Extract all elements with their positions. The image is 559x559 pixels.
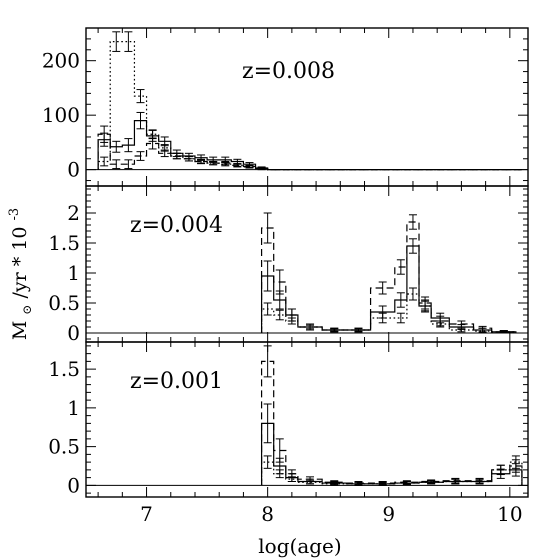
x-tick-label: 9 (382, 502, 395, 526)
series-solid (260, 403, 523, 486)
series-dashed (260, 345, 523, 486)
y-axis-label-exponent: -3 (7, 208, 22, 221)
y-tick-label: 1.5 (48, 231, 80, 255)
y-tick-label: 0.5 (48, 435, 80, 459)
y-tick-label: 1 (67, 261, 80, 285)
series-line (260, 293, 517, 333)
series-line (260, 245, 517, 333)
x-tick-label: 7 (140, 502, 153, 526)
y-tick-label: 200 (42, 49, 80, 73)
panels: 0 100 200 z=0.008 0 0.5 1 1.5 2 z=0.004 0 0.5 1 1.5 z=… (42, 27, 529, 526)
series-dashed (97, 125, 522, 171)
series-dotted (97, 31, 522, 171)
series-dotted (260, 287, 517, 333)
y-tick-label: 100 (42, 103, 80, 127)
y-axis-label: M ⊙ /yr * 10 -3 (7, 208, 36, 340)
x-tick-label: 10 (497, 502, 522, 526)
panel-2: 0 0.5 1 1.5 2 z=0.004 (48, 185, 529, 345)
series-line (97, 120, 522, 171)
series-line (260, 360, 523, 486)
y-axis-label-rest: /yr * 10 (9, 227, 31, 299)
panel-annotation: z=0.001 (130, 369, 223, 394)
series-line (260, 461, 523, 486)
panel-frame (85, 341, 529, 498)
panel-frame (85, 185, 529, 343)
y-tick-label: 0 (67, 321, 80, 345)
series-line (260, 221, 517, 333)
y-axis-label-sun-symbol: ⊙ (20, 305, 34, 315)
series-dashed (260, 212, 517, 334)
x-axis-label: log(age) (258, 534, 341, 558)
y-tick-label: 1 (67, 396, 80, 420)
panel-annotation: z=0.004 (130, 213, 223, 238)
x-tick-label: 8 (261, 502, 274, 526)
y-tick-label: 2 (67, 201, 80, 225)
y-tick-label: 0.5 (48, 291, 80, 315)
panel-3: 0 0.5 1 1.5 z=0.001 7 8 9 10 (48, 341, 529, 526)
panel-frame (85, 27, 529, 187)
series-line (260, 422, 523, 486)
y-tick-label: 1.5 (48, 357, 80, 381)
y-tick-label: 0 (67, 473, 80, 497)
series-solid (97, 111, 522, 171)
y-axis-label-main: M (9, 321, 31, 340)
series-line (97, 133, 522, 171)
y-tick-label: 0 (67, 158, 80, 182)
panel-annotation: z=0.008 (242, 59, 335, 84)
series-dotted (260, 455, 523, 486)
panel-1: 0 100 200 z=0.008 (42, 27, 529, 187)
series-solid (260, 238, 517, 334)
